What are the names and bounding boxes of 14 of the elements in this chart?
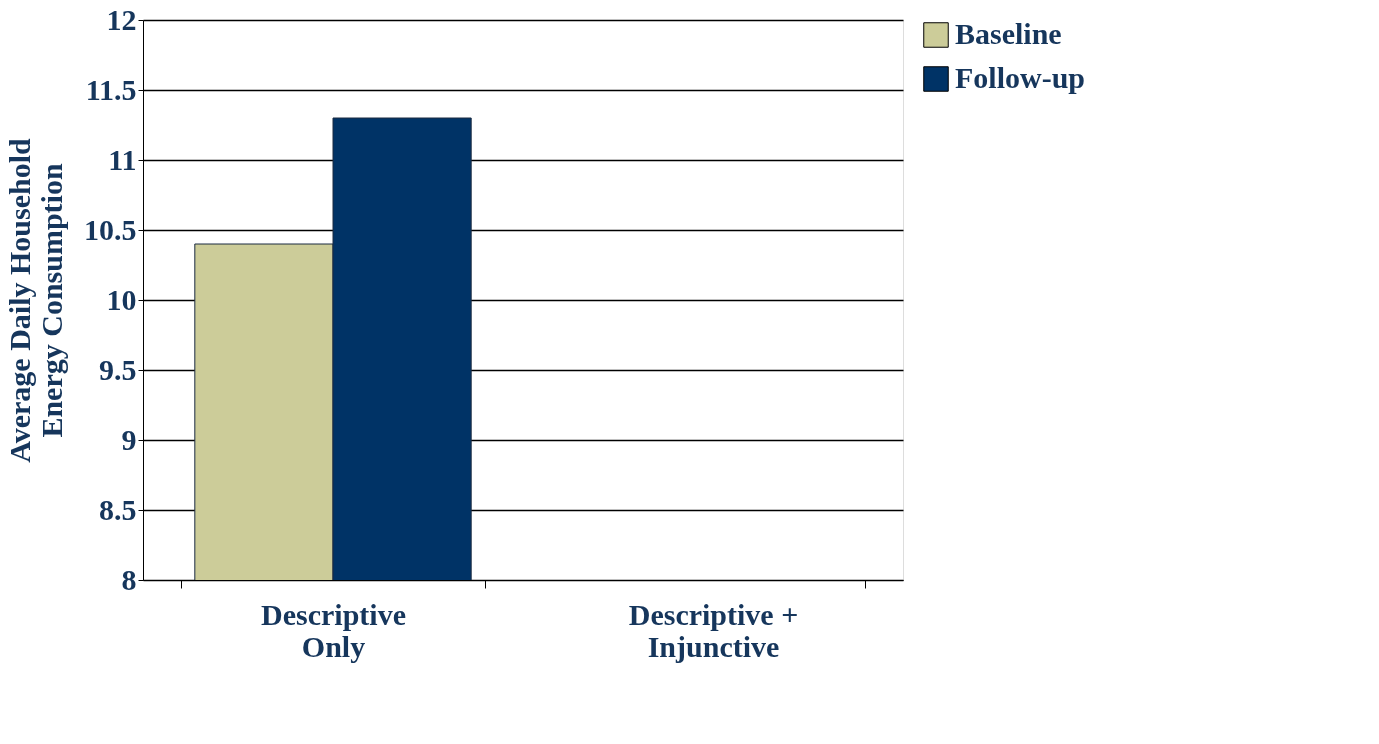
y-tick-label: 9.5	[99, 352, 137, 386]
y-tick-label: 11.5	[85, 72, 137, 106]
y-tick-label: 9	[121, 422, 137, 456]
legend-label: Baseline	[955, 17, 1062, 50]
y-tick-label: 10	[106, 282, 137, 316]
x-tick-label: Descriptive Only	[261, 597, 406, 663]
y-tick-label: 12	[106, 2, 137, 36]
y-tick-label: 8.5	[99, 492, 137, 526]
y-axis-title: Average Daily Household Energy Consumption	[3, 137, 68, 463]
y-tick-label: 8	[121, 562, 137, 596]
x-tick-label: Descriptive + Injunctive	[628, 597, 799, 663]
y-tick-label: 10.5	[84, 212, 137, 246]
y-tick-label: 11	[108, 142, 137, 176]
legend-label: Follow-up	[955, 61, 1086, 94]
